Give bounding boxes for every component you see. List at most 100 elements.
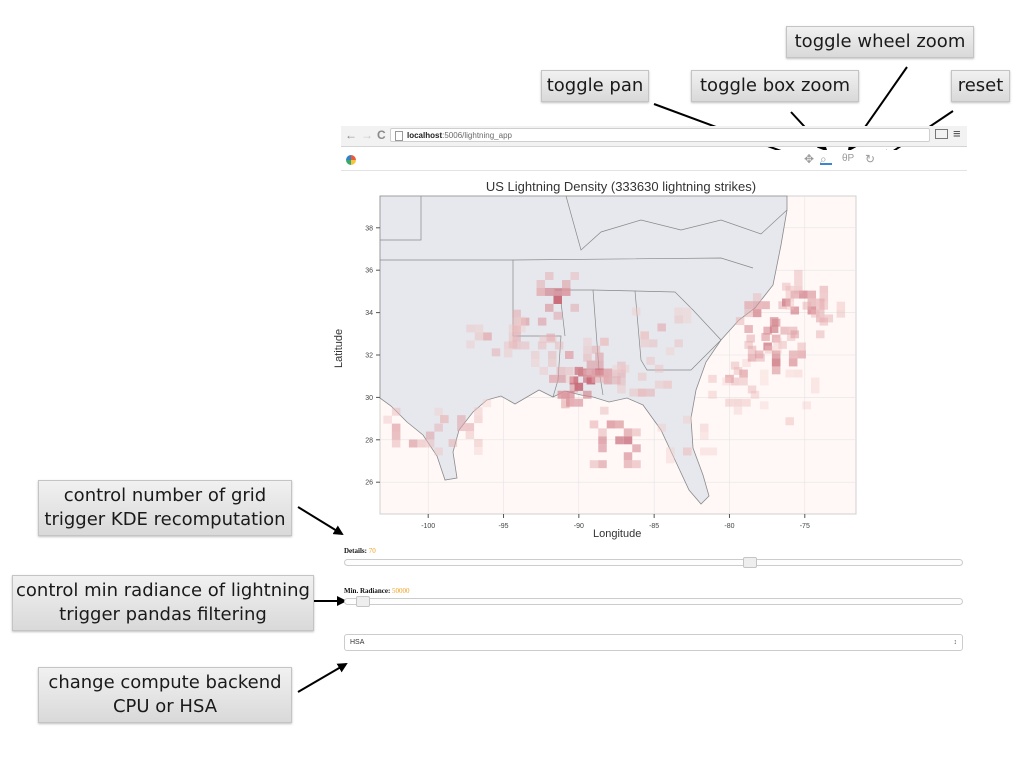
heat-cell — [771, 350, 781, 359]
heat-cell — [483, 332, 492, 341]
heat-cell — [617, 377, 626, 386]
heat-cell — [600, 337, 609, 346]
heat-cell — [797, 350, 806, 359]
heat-cell — [466, 340, 475, 349]
heat-cell — [739, 377, 748, 386]
address-bar[interactable]: localhost:5006/lightning_app — [390, 128, 930, 142]
box-zoom-icon[interactable]: ⌕ — [820, 151, 832, 166]
heat-cell — [391, 407, 401, 416]
heat-cell — [586, 368, 596, 377]
radiance-slider[interactable] — [344, 598, 963, 605]
heat-cell — [600, 337, 609, 346]
heat-cell — [646, 388, 655, 397]
heat-cell — [780, 326, 789, 335]
heat-cell — [722, 377, 731, 386]
heat-cell — [640, 339, 649, 348]
heat-cell — [391, 439, 401, 448]
pan-icon[interactable]: ✥ — [804, 152, 815, 166]
cast-icon[interactable] — [935, 129, 948, 139]
lightning-density-plot[interactable]: -100 -95 -90 -85 -80 -75 38 36 34 32 30 28 26 — [341, 190, 901, 535]
heat-cell — [654, 380, 664, 389]
heat-cell — [608, 369, 618, 378]
heat-cell — [752, 309, 762, 318]
reload-icon[interactable]: C — [377, 128, 386, 142]
heat-cell — [744, 301, 753, 310]
heat-cell — [794, 269, 803, 278]
heat-cell — [598, 428, 607, 437]
wheel-zoom-icon[interactable]: θP — [842, 153, 855, 164]
heat-cell — [591, 345, 601, 354]
heat-cell — [482, 399, 492, 408]
heat-cell — [802, 401, 811, 410]
radiance-label: Min. Radiance: 50000 — [344, 587, 410, 595]
heat-cell — [700, 423, 709, 432]
heat-cell — [520, 341, 530, 350]
reset-icon[interactable]: ↻ — [865, 152, 876, 166]
backend-select[interactable]: HSA ↕ — [344, 634, 963, 651]
heat-cell — [708, 390, 717, 399]
callout-wheel-zoom-text: toggle wheel zoom — [794, 31, 966, 52]
callout-radiance-line1: control min radiance of lightning — [16, 580, 310, 601]
heat-cell — [816, 306, 825, 315]
heat-cell — [663, 380, 672, 389]
heat-cell — [537, 341, 547, 350]
y-tick-label: 30 — [365, 395, 373, 402]
heat-cell — [769, 317, 779, 326]
heat-cell — [466, 324, 475, 333]
x-tick-label: -75 — [800, 523, 810, 530]
heat-cell — [508, 332, 518, 341]
state-borders — [380, 195, 788, 398]
heat-cell — [807, 298, 817, 307]
forward-arrow-icon[interactable]: → — [361, 128, 373, 142]
heat-cell — [674, 339, 683, 348]
heat-cell — [632, 444, 641, 453]
page-icon — [395, 131, 403, 141]
heat-cell — [620, 364, 630, 373]
heat-cell — [617, 369, 626, 378]
heat-cell — [583, 374, 592, 383]
heat-cell — [807, 306, 817, 315]
back-arrow-icon[interactable]: ← — [345, 128, 357, 142]
heat-cell — [539, 335, 549, 344]
heat-cell — [788, 350, 798, 359]
heat-cell — [457, 423, 466, 432]
select-caret-icon: ↕ — [953, 639, 958, 646]
x-tick-label: -90 — [574, 523, 584, 530]
heat-cell — [474, 407, 483, 416]
heat-cell — [836, 301, 846, 310]
heat-cell — [512, 333, 521, 342]
heat-cell — [589, 460, 599, 469]
menu-icon[interactable]: ≡ — [953, 126, 961, 141]
heat-cell — [561, 287, 571, 296]
heat-cell — [733, 406, 743, 415]
details-value: 70 — [368, 547, 376, 555]
heat-cell — [742, 358, 751, 367]
heat-cell — [799, 290, 808, 299]
x-tick-label: -95 — [498, 523, 508, 530]
heat-cell — [756, 353, 765, 362]
y-tick-label: 34 — [365, 310, 373, 317]
heat-cell — [474, 324, 484, 333]
details-slider-handle[interactable] — [743, 557, 758, 568]
details-slider[interactable] — [344, 559, 963, 566]
heat-cell — [735, 317, 745, 326]
heat-cell — [586, 360, 596, 369]
heat-cell — [537, 317, 547, 326]
heat-cell — [623, 428, 633, 437]
heat-cell — [548, 335, 557, 344]
heat-cell — [654, 364, 664, 373]
heat-cell — [700, 431, 709, 440]
heat-cell — [730, 361, 740, 370]
y-tick-label: 38 — [365, 225, 373, 232]
y-tick-label: 26 — [365, 480, 373, 487]
heat-cell — [819, 317, 829, 326]
radiance-slider-handle[interactable] — [356, 596, 371, 607]
callout-details-line1: control number of grid — [63, 485, 267, 506]
callout-backend: change compute backend CPU or HSA — [38, 667, 292, 723]
heat-cell — [747, 345, 757, 354]
callout-box-zoom-text: toggle box zoom — [700, 75, 850, 96]
callout-backend-line2: CPU or HSA — [112, 696, 218, 717]
heat-cell — [819, 293, 829, 302]
heat-cell — [561, 400, 570, 409]
heat-cell — [591, 369, 601, 378]
